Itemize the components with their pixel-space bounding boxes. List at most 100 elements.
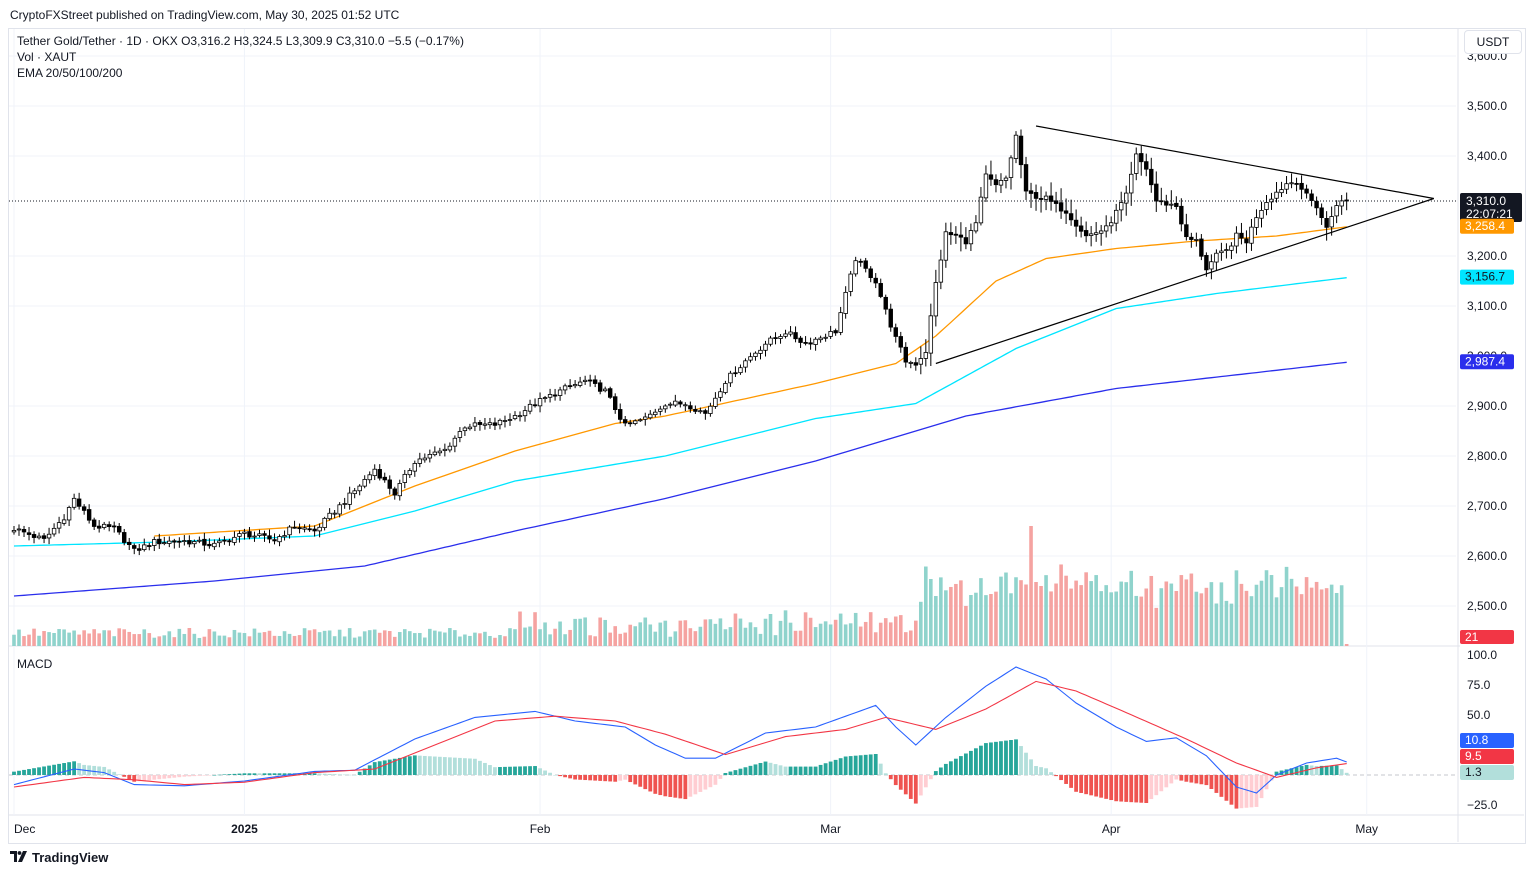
candle <box>753 351 758 361</box>
macd-histogram-bar <box>984 743 988 775</box>
macd-histogram-bar <box>1184 775 1189 782</box>
candle-body <box>482 423 488 426</box>
candle-body <box>61 519 67 524</box>
candle <box>683 402 688 412</box>
volume-bar <box>1194 591 1199 646</box>
macd-histogram-bar <box>798 766 803 775</box>
candle <box>1214 249 1219 271</box>
candle <box>462 426 468 436</box>
candle <box>257 529 262 538</box>
candle <box>1249 218 1254 251</box>
macd-histogram-bar <box>1194 775 1199 784</box>
macd-histogram-bar <box>493 767 497 775</box>
candle-body <box>888 308 893 328</box>
volume-bar <box>598 617 602 646</box>
candle-body <box>978 196 984 224</box>
macd-histogram-bar <box>1259 775 1264 799</box>
candle <box>71 493 77 510</box>
candle <box>708 402 713 417</box>
candle <box>567 379 573 390</box>
volume-bar <box>1314 581 1319 646</box>
macd-histogram-bar <box>187 775 192 777</box>
candle-body <box>858 260 863 263</box>
volume-bar <box>1134 595 1139 646</box>
volume-bar <box>227 637 232 646</box>
candle-body <box>768 337 773 345</box>
candle <box>628 419 633 427</box>
candle <box>1003 175 1009 189</box>
macd-histogram-bar <box>287 773 292 775</box>
candle <box>76 492 82 510</box>
candle <box>437 447 443 457</box>
macd-tick-label: 100.0 <box>1467 648 1497 662</box>
macd-histogram-bar <box>1169 775 1174 784</box>
volume-bar <box>658 622 663 646</box>
volume-bar <box>82 630 86 646</box>
candle-body <box>628 422 633 425</box>
candle-body <box>1324 218 1329 228</box>
candle-body <box>1124 192 1129 204</box>
candle <box>1229 242 1234 260</box>
volume-bar <box>593 636 597 646</box>
macd-histogram-bar <box>272 773 277 775</box>
candle <box>1324 211 1329 241</box>
volume-bar <box>1074 580 1078 646</box>
volume-bar <box>443 632 447 646</box>
ema200-line <box>13 361 1347 597</box>
macd-histogram-bar <box>402 757 407 775</box>
candle-body <box>382 476 387 481</box>
candle-body <box>903 346 908 363</box>
macd-histogram-bar <box>107 769 112 775</box>
macd-histogram-bar <box>57 763 61 775</box>
volume-bar <box>142 629 147 646</box>
macd-histogram-bar <box>488 765 492 775</box>
currency-button[interactable]: USDT <box>1464 30 1522 54</box>
candle <box>117 523 122 535</box>
candle <box>397 479 402 501</box>
ema200-price-label-box <box>1460 354 1514 370</box>
candle <box>312 525 317 537</box>
volume-bar <box>793 630 798 646</box>
candle-body <box>1259 209 1264 219</box>
volume-bar <box>613 626 617 646</box>
volume-bar <box>924 566 928 646</box>
volume-bar <box>1299 594 1304 646</box>
candle-body <box>497 419 503 426</box>
candle-body <box>522 410 528 417</box>
volume-bar <box>728 627 733 646</box>
volume-bar <box>152 637 157 646</box>
macd-histogram-bar <box>17 770 21 775</box>
macd-histogram-bar <box>367 765 372 775</box>
candle-body <box>968 230 974 245</box>
volume-bar <box>1079 585 1083 646</box>
volume-bar <box>1139 596 1144 646</box>
candle-body <box>1108 222 1114 227</box>
candle <box>11 525 17 535</box>
time-tick-label: Feb <box>530 822 551 836</box>
candle-body <box>11 530 17 533</box>
price-tick-label: 3,100.0 <box>1467 299 1507 313</box>
candle-body <box>76 498 82 507</box>
candle-body <box>878 283 883 297</box>
volume-bar <box>347 628 352 646</box>
volume-bar <box>137 634 142 646</box>
macd-histogram-bar <box>102 766 107 775</box>
candle-body <box>572 384 578 387</box>
volume-bar <box>743 627 748 646</box>
tradingview-footer[interactable]: TradingView <box>10 850 108 865</box>
candle <box>497 418 503 430</box>
candle <box>1038 186 1044 213</box>
macd-histogram-bar <box>708 775 713 788</box>
macd-histogram-bar <box>989 742 993 775</box>
candle-body <box>387 479 392 489</box>
volume-bar <box>418 632 422 646</box>
macd-histogram-bar <box>503 766 507 775</box>
macd-histogram-bar <box>563 775 567 778</box>
macd-histogram-bar <box>1004 740 1008 775</box>
volume-legend: Vol · XAUT <box>17 50 77 64</box>
candle <box>1098 224 1104 246</box>
volume-bar <box>643 617 648 646</box>
candle-body <box>537 398 543 407</box>
candle-body <box>733 372 738 375</box>
